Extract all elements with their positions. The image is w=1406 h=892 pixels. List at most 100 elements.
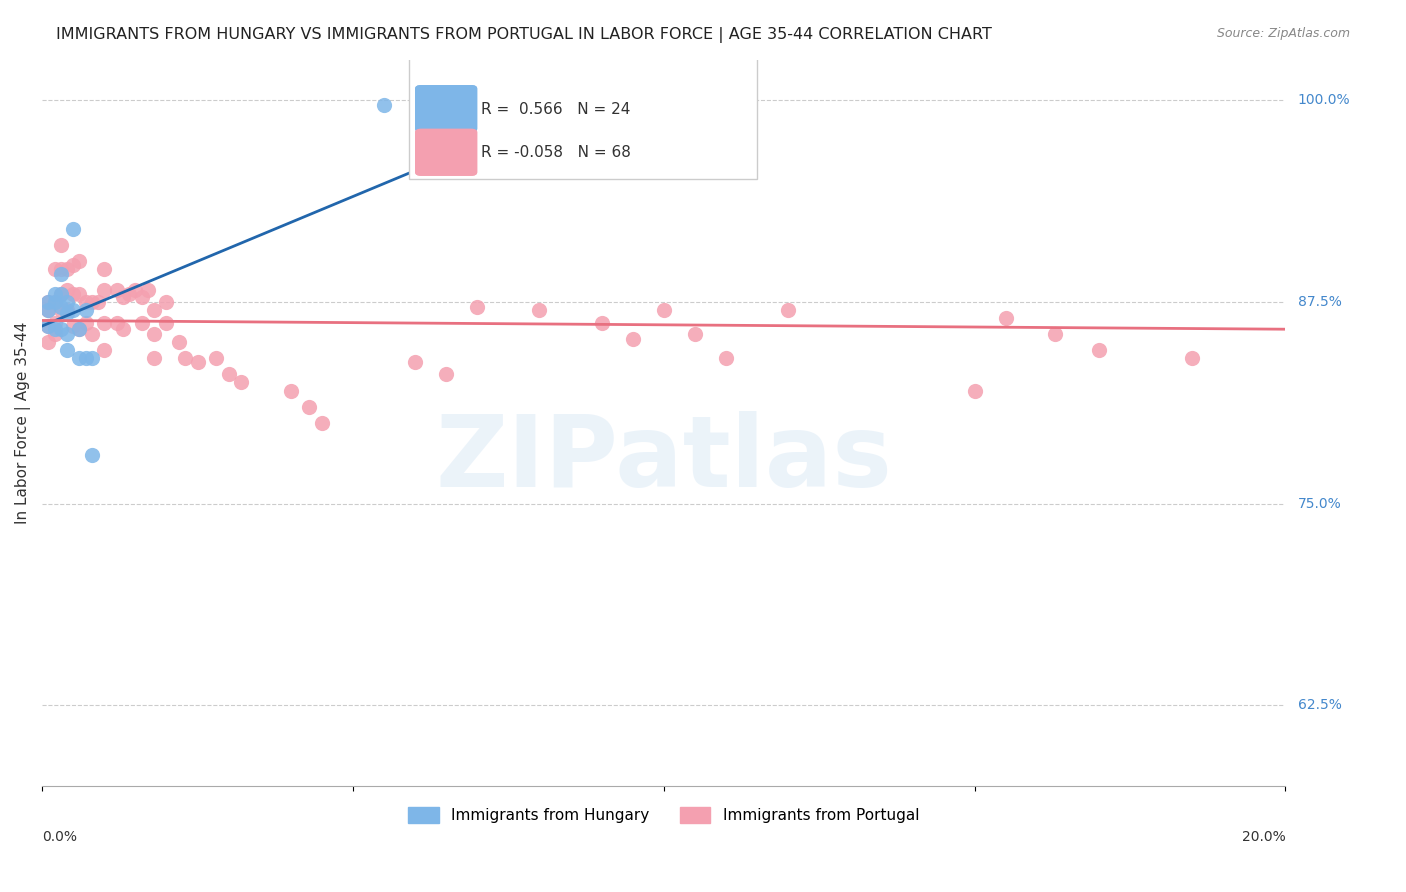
Y-axis label: In Labor Force | Age 35-44: In Labor Force | Age 35-44	[15, 322, 31, 524]
Point	[37, 302, 59, 317]
Point	[67, 286, 90, 301]
Point	[143, 302, 166, 317]
Point	[44, 316, 66, 330]
Point	[67, 322, 90, 336]
Point	[67, 322, 90, 336]
Point	[93, 316, 115, 330]
Point	[80, 294, 103, 309]
Point	[714, 351, 737, 366]
Point	[963, 384, 986, 398]
Point	[75, 316, 97, 330]
Point	[49, 262, 72, 277]
Point	[591, 316, 613, 330]
Point	[49, 286, 72, 301]
Point	[155, 294, 177, 309]
Point	[44, 294, 66, 309]
Text: R = -0.058   N = 68: R = -0.058 N = 68	[481, 145, 631, 160]
Point	[49, 286, 72, 301]
Point	[37, 294, 59, 309]
Point	[118, 286, 141, 301]
Point	[1045, 327, 1067, 342]
Point	[434, 97, 457, 112]
Point	[131, 316, 153, 330]
Point	[37, 335, 59, 350]
FancyBboxPatch shape	[415, 85, 477, 132]
Point	[218, 368, 240, 382]
Point	[229, 376, 252, 390]
Point	[1088, 343, 1111, 358]
Point	[62, 258, 84, 272]
Point	[37, 302, 59, 317]
Point	[56, 302, 79, 317]
Point	[167, 335, 190, 350]
Point	[93, 343, 115, 358]
Point	[56, 343, 79, 358]
Point	[44, 286, 66, 301]
Point	[205, 351, 228, 366]
Point	[44, 262, 66, 277]
Text: 100.0%: 100.0%	[1298, 93, 1350, 107]
Point	[49, 302, 72, 317]
Point	[80, 351, 103, 366]
Point	[56, 306, 79, 320]
FancyBboxPatch shape	[415, 128, 477, 176]
Point	[1181, 351, 1204, 366]
Point	[434, 368, 457, 382]
Point	[56, 284, 79, 298]
Text: 87.5%: 87.5%	[1298, 294, 1341, 309]
Point	[44, 327, 66, 342]
Point	[75, 302, 97, 317]
Point	[62, 286, 84, 301]
Point	[93, 284, 115, 298]
Point	[37, 318, 59, 333]
Point	[311, 416, 333, 430]
Point	[56, 327, 79, 342]
Text: R =  0.566   N = 24: R = 0.566 N = 24	[481, 102, 630, 117]
Text: 20.0%: 20.0%	[1241, 830, 1285, 844]
Point	[37, 294, 59, 309]
Point	[49, 268, 72, 282]
Point	[44, 294, 66, 309]
Point	[621, 332, 644, 346]
FancyBboxPatch shape	[409, 53, 756, 179]
Point	[62, 222, 84, 236]
Point	[465, 300, 488, 314]
Point	[298, 400, 321, 414]
Point	[62, 318, 84, 333]
Point	[652, 302, 675, 317]
Point	[49, 238, 72, 252]
Legend: Immigrants from Hungary, Immigrants from Portugal: Immigrants from Hungary, Immigrants from…	[402, 801, 925, 830]
Point	[111, 290, 134, 304]
Point	[124, 284, 146, 298]
Text: ZIPatlas: ZIPatlas	[436, 410, 893, 508]
Point	[105, 316, 128, 330]
Point	[67, 351, 90, 366]
Point	[373, 97, 395, 112]
Point	[186, 354, 208, 368]
Point	[280, 384, 302, 398]
Point	[143, 351, 166, 366]
Text: 62.5%: 62.5%	[1298, 698, 1341, 713]
Point	[131, 290, 153, 304]
Point	[80, 448, 103, 462]
Point	[776, 302, 799, 317]
Point	[136, 284, 159, 298]
Point	[87, 294, 110, 309]
Point	[56, 294, 79, 309]
Point	[67, 254, 90, 268]
Point	[56, 262, 79, 277]
Point	[62, 302, 84, 317]
Point	[111, 322, 134, 336]
Point	[80, 327, 103, 342]
Point	[683, 327, 706, 342]
Point	[174, 351, 197, 366]
Point	[49, 300, 72, 314]
Point	[105, 284, 128, 298]
Text: IMMIGRANTS FROM HUNGARY VS IMMIGRANTS FROM PORTUGAL IN LABOR FORCE | AGE 35-44 C: IMMIGRANTS FROM HUNGARY VS IMMIGRANTS FR…	[56, 27, 993, 43]
Point	[93, 262, 115, 277]
Point	[75, 294, 97, 309]
Point	[44, 322, 66, 336]
Point	[37, 318, 59, 333]
Point	[994, 310, 1017, 325]
Point	[143, 327, 166, 342]
